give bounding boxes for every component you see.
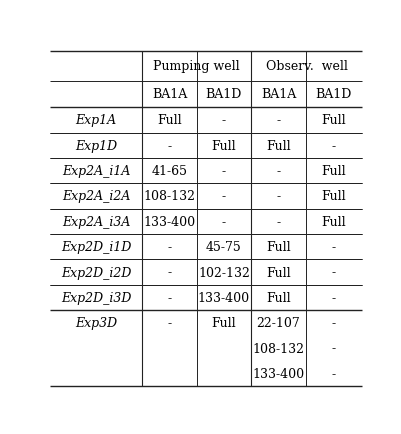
- Text: 133-400: 133-400: [197, 291, 249, 304]
- Text: -: -: [221, 114, 225, 127]
- Text: Full: Full: [265, 291, 290, 304]
- Text: -: -: [167, 266, 171, 279]
- Text: -: -: [331, 139, 335, 152]
- Text: -: -: [276, 114, 280, 127]
- Text: Exp1A: Exp1A: [75, 114, 116, 127]
- Text: BA1D: BA1D: [205, 88, 241, 101]
- Text: 133-400: 133-400: [143, 215, 195, 228]
- Text: Exp2D_i1D: Exp2D_i1D: [61, 240, 131, 253]
- Text: Exp2A_i2A: Exp2A_i2A: [62, 190, 130, 203]
- Text: Exp2A_i3A: Exp2A_i3A: [62, 215, 130, 228]
- Text: -: -: [331, 291, 335, 304]
- Text: 133-400: 133-400: [252, 367, 304, 380]
- Text: -: -: [167, 291, 171, 304]
- Text: -: -: [221, 215, 225, 228]
- Text: -: -: [167, 240, 171, 253]
- Text: 108-132: 108-132: [143, 190, 195, 203]
- Text: -: -: [331, 316, 335, 329]
- Text: -: -: [167, 316, 171, 329]
- Text: 22-107: 22-107: [256, 316, 300, 329]
- Text: Pumping well: Pumping well: [153, 60, 239, 73]
- Text: Full: Full: [265, 240, 290, 253]
- Text: Observ.  well: Observ. well: [265, 60, 346, 73]
- Text: Exp2D_i3D: Exp2D_i3D: [61, 291, 131, 304]
- Text: -: -: [276, 215, 280, 228]
- Text: 41-65: 41-65: [151, 165, 187, 178]
- Text: BA1A: BA1A: [260, 88, 296, 101]
- Text: -: -: [331, 240, 335, 253]
- Text: BA1A: BA1A: [152, 88, 186, 101]
- Text: Full: Full: [211, 139, 236, 152]
- Text: BA1D: BA1D: [315, 88, 351, 101]
- Text: -: -: [221, 190, 225, 203]
- Text: Full: Full: [321, 165, 345, 178]
- Text: Exp3D: Exp3D: [75, 316, 117, 329]
- Text: 102-132: 102-132: [198, 266, 249, 279]
- Text: Full: Full: [321, 114, 345, 127]
- Text: -: -: [221, 165, 225, 178]
- Text: Full: Full: [265, 266, 290, 279]
- Text: Exp2D_i2D: Exp2D_i2D: [61, 266, 131, 279]
- Text: -: -: [331, 367, 335, 380]
- Text: -: -: [167, 139, 171, 152]
- Text: 108-132: 108-132: [252, 342, 304, 355]
- Text: Full: Full: [265, 139, 290, 152]
- Text: -: -: [276, 190, 280, 203]
- Text: 45-75: 45-75: [206, 240, 241, 253]
- Text: Exp1D: Exp1D: [75, 139, 117, 152]
- Text: Full: Full: [321, 190, 345, 203]
- Text: Exp2A_i1A: Exp2A_i1A: [62, 165, 130, 178]
- Text: Full: Full: [211, 316, 236, 329]
- Text: Full: Full: [157, 114, 181, 127]
- Text: -: -: [331, 342, 335, 355]
- Text: -: -: [331, 266, 335, 279]
- Text: Full: Full: [321, 215, 345, 228]
- Text: -: -: [276, 165, 280, 178]
